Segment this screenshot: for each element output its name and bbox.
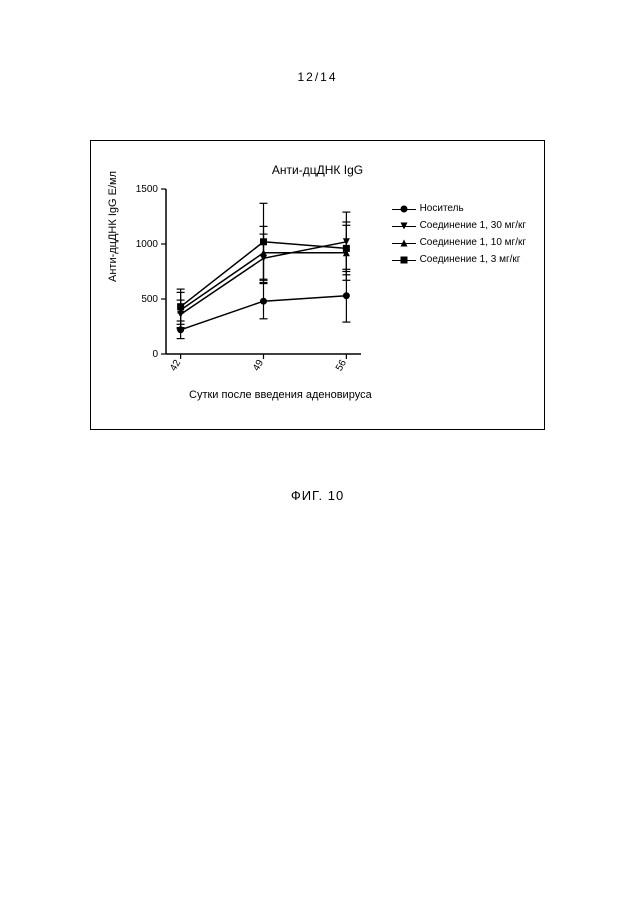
- legend-item: Соединение 1, 10 мг/кг: [392, 237, 526, 248]
- legend-marker-icon: [392, 221, 416, 231]
- legend-item: Носитель: [392, 203, 526, 214]
- chart-title: Анти-дцДНК IgG: [272, 163, 363, 177]
- legend-label: Соединение 1, 30 мг/кг: [420, 220, 526, 231]
- svg-text:500: 500: [141, 294, 158, 305]
- svg-text:1500: 1500: [136, 184, 159, 195]
- svg-text:49: 49: [251, 358, 266, 374]
- legend-marker-icon: [392, 255, 416, 265]
- chart-plot: 050010001500424956: [166, 189, 361, 354]
- legend-label: Соединение 1, 10 мг/кг: [420, 237, 526, 248]
- svg-text:0: 0: [152, 349, 158, 360]
- legend-item: Соединение 1, 30 мг/кг: [392, 220, 526, 231]
- svg-text:42: 42: [168, 358, 183, 374]
- legend-marker-icon: [392, 238, 416, 248]
- svg-text:56: 56: [334, 358, 349, 374]
- svg-text:1000: 1000: [136, 239, 159, 250]
- page-number: 12/14: [297, 70, 337, 84]
- legend-label: Носитель: [420, 203, 464, 214]
- figure-label: ФИГ. 10: [291, 488, 344, 503]
- chart-legend: Носитель Соединение 1, 30 мг/кг Соединение…: [392, 203, 526, 271]
- x-axis-label: Сутки после введения аденовируса: [189, 389, 372, 401]
- legend-item: Соединение 1, 3 мг/кг: [392, 254, 526, 265]
- y-axis-label: Анти-дцДНК IgG Е/мл: [107, 171, 119, 282]
- chart-container: Анти-дцДНК IgG Анти-дцДНК IgG Е/мл Сутки…: [90, 140, 545, 430]
- legend-marker-icon: [392, 204, 416, 214]
- legend-label: Соединение 1, 3 мг/кг: [420, 254, 521, 265]
